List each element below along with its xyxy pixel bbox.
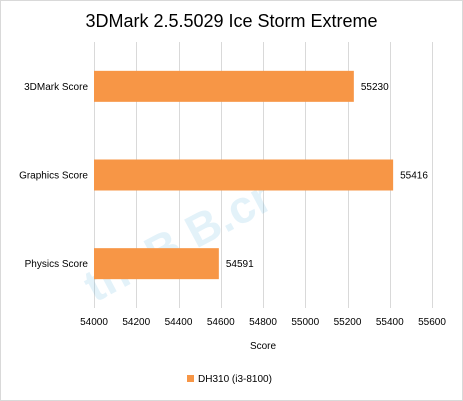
watermark-logo: theB B.cr xyxy=(75,170,280,312)
bar xyxy=(94,248,219,280)
bars xyxy=(94,70,394,280)
x-tick-label: 54600 xyxy=(207,317,235,328)
legend-swatch xyxy=(187,375,194,382)
x-tick-label: 54400 xyxy=(165,317,193,328)
category-label: Physics Score xyxy=(25,259,89,270)
legend-entry: DH310 (i3-8100) xyxy=(198,374,272,385)
x-tick-label: 54800 xyxy=(249,317,277,328)
x-tick-label: 54200 xyxy=(122,317,150,328)
legend: DH310 (i3-8100) xyxy=(187,374,272,385)
category-label: 3DMark Score xyxy=(24,82,88,93)
bar xyxy=(94,159,394,191)
data-label: 54591 xyxy=(226,259,254,270)
x-tick-label: 55200 xyxy=(334,317,362,328)
chart-title: 3DMark 2.5.5029 Ice Storm Extreme xyxy=(85,11,377,31)
category-labels: 3DMark Score Graphics Score Physics Score xyxy=(19,82,88,270)
x-tick-labels: 54000 54200 54400 54600 54800 55000 55200 55400… xyxy=(80,317,446,328)
category-label: Graphics Score xyxy=(19,171,88,182)
x-axis-label: Score xyxy=(250,341,277,352)
x-tick-label: 55600 xyxy=(418,317,446,328)
data-label: 55230 xyxy=(361,82,389,93)
x-tick-label: 55000 xyxy=(291,317,319,328)
data-label: 55416 xyxy=(400,171,428,182)
data-labels: 55230 55416 54591 xyxy=(226,82,429,270)
x-tick-label: 55400 xyxy=(376,317,404,328)
x-tick-label: 54000 xyxy=(80,317,108,328)
bar xyxy=(94,70,354,102)
